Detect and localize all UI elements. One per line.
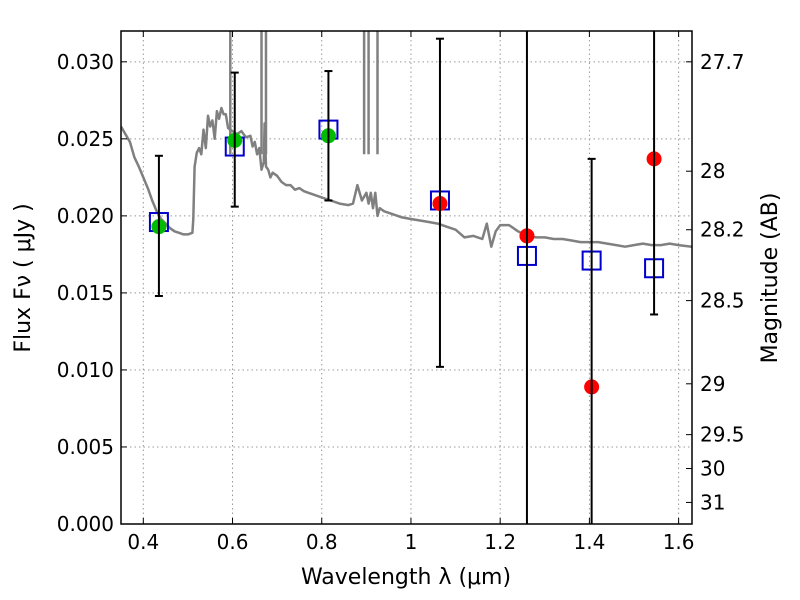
- x-axis-title: Wavelength λ (μm): [301, 565, 511, 590]
- x-tick-label: 0.4: [127, 530, 159, 554]
- y-tick-label: 0.005: [57, 435, 114, 459]
- y2-tick-label: 28.5: [700, 289, 745, 313]
- x-tick-label: 1.2: [484, 530, 516, 554]
- x-tick-label: 1.6: [663, 530, 695, 554]
- x-tick-label: 1: [405, 530, 418, 554]
- y2-axis: 27.7 28 28.2 28.5 29 29.5 30 31: [686, 50, 745, 514]
- x-tick-label: 1.4: [573, 530, 605, 554]
- y-tick-label: 0.000: [57, 512, 114, 536]
- y2-axis-title: Magnitude (AB): [758, 193, 783, 364]
- y-tick-label: 0.010: [57, 358, 114, 382]
- axes-frame: [120, 30, 693, 525]
- y-axis-title: Flux Fν ( μJy ): [11, 203, 36, 352]
- y2-tick-label: 30: [700, 457, 725, 481]
- y2-tick-label: 27.7: [700, 50, 745, 74]
- y2-tick-label: 28: [700, 159, 725, 183]
- axes-border: [120, 30, 693, 525]
- y-tick-label: 0.025: [57, 127, 114, 151]
- y-axis: 0.000 0.005 0.010 0.015 0.020 0.025 0.030: [57, 50, 127, 536]
- y-tick-label: 0.030: [57, 50, 114, 74]
- y2-tick-label: 28.2: [700, 218, 745, 242]
- x-tick-label: 0.6: [217, 530, 249, 554]
- y-tick-label: 0.020: [57, 204, 114, 228]
- model-spectrum-line: [121, 106, 692, 248]
- y2-tick-label: 29: [700, 372, 725, 396]
- plot-area: [121, 31, 692, 524]
- y-tick-label: 0.015: [57, 281, 114, 305]
- y2-tick-label: 31: [700, 490, 725, 514]
- x-axis: 0.4 0.6 0.8 1 1.2 1.4 1.6: [127, 31, 695, 554]
- x-tick-label: 0.8: [306, 530, 338, 554]
- y2-tick-label: 29.5: [700, 423, 745, 447]
- grid-lines: [121, 31, 692, 525]
